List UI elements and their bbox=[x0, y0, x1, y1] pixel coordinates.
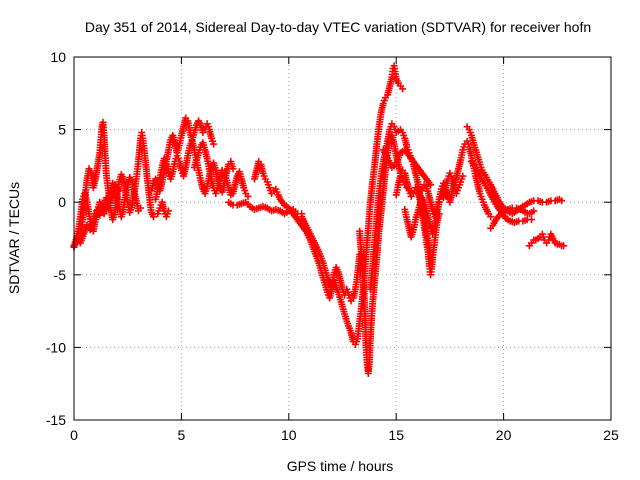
series-sat-r bbox=[463, 123, 566, 218]
x-tick-label: 10 bbox=[281, 427, 297, 443]
plus-markers bbox=[154, 198, 172, 221]
plus-markers bbox=[525, 230, 568, 250]
x-tick-label: 5 bbox=[178, 427, 186, 443]
grid bbox=[74, 57, 611, 420]
chart-title: Day 351 of 2014, Sidereal Day-to-day VTE… bbox=[85, 19, 591, 35]
plus-markers bbox=[379, 146, 435, 189]
plot-frame bbox=[73, 56, 612, 421]
plus-markers bbox=[190, 139, 252, 200]
x-tick-label: 0 bbox=[70, 427, 78, 443]
series-sat-u bbox=[525, 230, 568, 250]
plus-markers bbox=[298, 62, 407, 348]
x-tick-label: 25 bbox=[603, 427, 619, 443]
series-sat-g bbox=[190, 139, 252, 200]
y-tick-label: 5 bbox=[58, 122, 66, 138]
y-axis-label: SDTVAR / TECUs bbox=[6, 182, 22, 294]
series-sat-d bbox=[154, 198, 172, 221]
axis-ticks: 0 5 10 15 20 25 -15 -10 -5 0 5 10 bbox=[46, 49, 619, 443]
x-tick-label: 20 bbox=[496, 427, 512, 443]
x-tick-label: 15 bbox=[388, 427, 404, 443]
plus-markers bbox=[440, 169, 467, 202]
series-sat-q bbox=[440, 169, 467, 202]
plus-markers bbox=[250, 158, 364, 305]
y-tick-label: -10 bbox=[46, 339, 66, 355]
y-tick-label: 10 bbox=[50, 49, 66, 65]
plus-markers bbox=[463, 123, 566, 218]
series-sat-j bbox=[298, 62, 407, 348]
series-sat-i bbox=[250, 158, 364, 305]
series-sat-m bbox=[379, 146, 435, 189]
y-tick-label: -5 bbox=[54, 267, 67, 283]
data-series bbox=[70, 62, 568, 377]
y-tick-label: 0 bbox=[58, 194, 66, 210]
plus-markers bbox=[487, 204, 538, 232]
y-tick-label: -15 bbox=[46, 412, 66, 428]
series-sat-t bbox=[487, 204, 538, 232]
x-axis-label: GPS time / hours bbox=[287, 458, 394, 474]
